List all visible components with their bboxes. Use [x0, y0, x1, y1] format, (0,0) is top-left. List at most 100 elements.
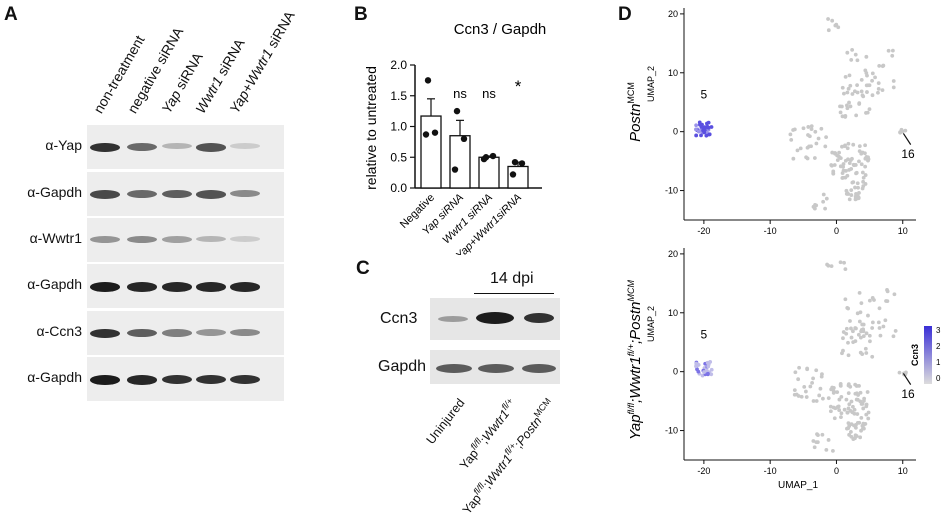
blot-band [196, 143, 226, 152]
umap-x-tick-label: -20 [697, 466, 710, 476]
umap-point [856, 196, 861, 201]
umap-point [709, 125, 714, 129]
umap-point [853, 339, 858, 344]
umap-point [870, 320, 875, 325]
umap-point [837, 408, 842, 412]
umap-point [842, 91, 846, 96]
umap-point [861, 179, 866, 184]
blot-band [127, 375, 157, 385]
umap-point [792, 127, 797, 132]
umap-point [706, 364, 711, 369]
umap-point [803, 389, 808, 394]
umap-point [806, 125, 811, 129]
blot-band [196, 190, 226, 199]
umap-point [837, 397, 842, 402]
umap-point [709, 367, 714, 372]
bar [507, 165, 529, 189]
umap-x-tick-label: 10 [898, 466, 908, 476]
umap-point [841, 165, 845, 169]
umap-y-tick-label: 10 [668, 68, 678, 78]
umap-point [862, 426, 866, 431]
dpi-bracket [474, 293, 554, 294]
umap-point [842, 407, 847, 412]
blot-row-label: α-Ccn3 [36, 323, 82, 339]
umap-point [839, 415, 843, 420]
umap-point [876, 86, 881, 91]
umap-point [795, 148, 800, 153]
y-tick-label: 1.5 [390, 89, 407, 103]
bar [478, 156, 500, 189]
umap-point [830, 18, 835, 23]
umap-point [850, 47, 855, 52]
legend-tick-label: 3 [936, 326, 941, 335]
umap-point [861, 399, 866, 403]
umap-point [814, 141, 819, 146]
umap-point [873, 75, 877, 80]
umap-point [853, 433, 858, 438]
umap-y-tick-label: 10 [668, 308, 678, 318]
cluster-5-label: 5 [701, 328, 708, 342]
umap-point [849, 58, 854, 62]
umap-point [860, 352, 865, 357]
umap-point [814, 203, 819, 208]
umap-point [809, 127, 814, 131]
umap-point [855, 83, 859, 88]
umap-point [852, 411, 857, 416]
blot-row-label: α-Wwtr1 [29, 230, 82, 246]
umap-point [866, 155, 870, 160]
umap-point [794, 392, 799, 397]
umap-point [861, 175, 866, 180]
blot-strip [87, 125, 284, 169]
blot-band [127, 282, 157, 292]
umap-point [859, 416, 864, 420]
umap-point [702, 130, 707, 135]
umap-point [814, 440, 819, 445]
umap-point [859, 428, 863, 433]
umap-x-tick-label: -10 [764, 466, 777, 476]
umap-point [843, 115, 848, 119]
data-point [518, 160, 526, 167]
umap-point [849, 422, 854, 427]
umap-point [819, 374, 824, 379]
umap-point [832, 416, 837, 421]
blot-band [127, 329, 157, 338]
umap-point [848, 158, 853, 163]
umap-point [821, 396, 825, 401]
umap-point [843, 267, 848, 272]
umap-point [696, 129, 701, 134]
umap-point [856, 185, 860, 190]
umap-point [852, 163, 856, 168]
gapdh-band [478, 364, 514, 373]
umap-point [848, 83, 853, 88]
umap-point [704, 133, 709, 138]
umap-point [831, 448, 835, 453]
umap-point [847, 73, 852, 78]
umap-point [842, 144, 847, 149]
panel-label-c: C [356, 258, 370, 279]
bar [449, 135, 471, 189]
umap-point [837, 150, 841, 155]
umap-point [840, 144, 844, 149]
blot-band [162, 329, 192, 337]
umap-point [855, 420, 860, 425]
umap-point [823, 206, 828, 211]
umap-point [848, 104, 853, 109]
umap-point [847, 161, 852, 165]
umap-point [857, 144, 862, 149]
umap-point [876, 90, 880, 95]
umap-point [900, 129, 905, 134]
umap-point [817, 393, 822, 398]
umap-point [833, 151, 837, 156]
umap-y-tick-label: -10 [665, 186, 678, 196]
umap-point [860, 322, 865, 327]
umap-point [702, 370, 706, 374]
umap-point [810, 380, 814, 385]
umap-point [805, 156, 810, 161]
blot-band [196, 329, 226, 336]
umap-point [864, 331, 869, 336]
y-tick-label: 1.0 [390, 120, 407, 134]
umap-point [854, 170, 859, 175]
cluster-16-label: 16 [901, 147, 915, 161]
umap-point [697, 120, 702, 125]
